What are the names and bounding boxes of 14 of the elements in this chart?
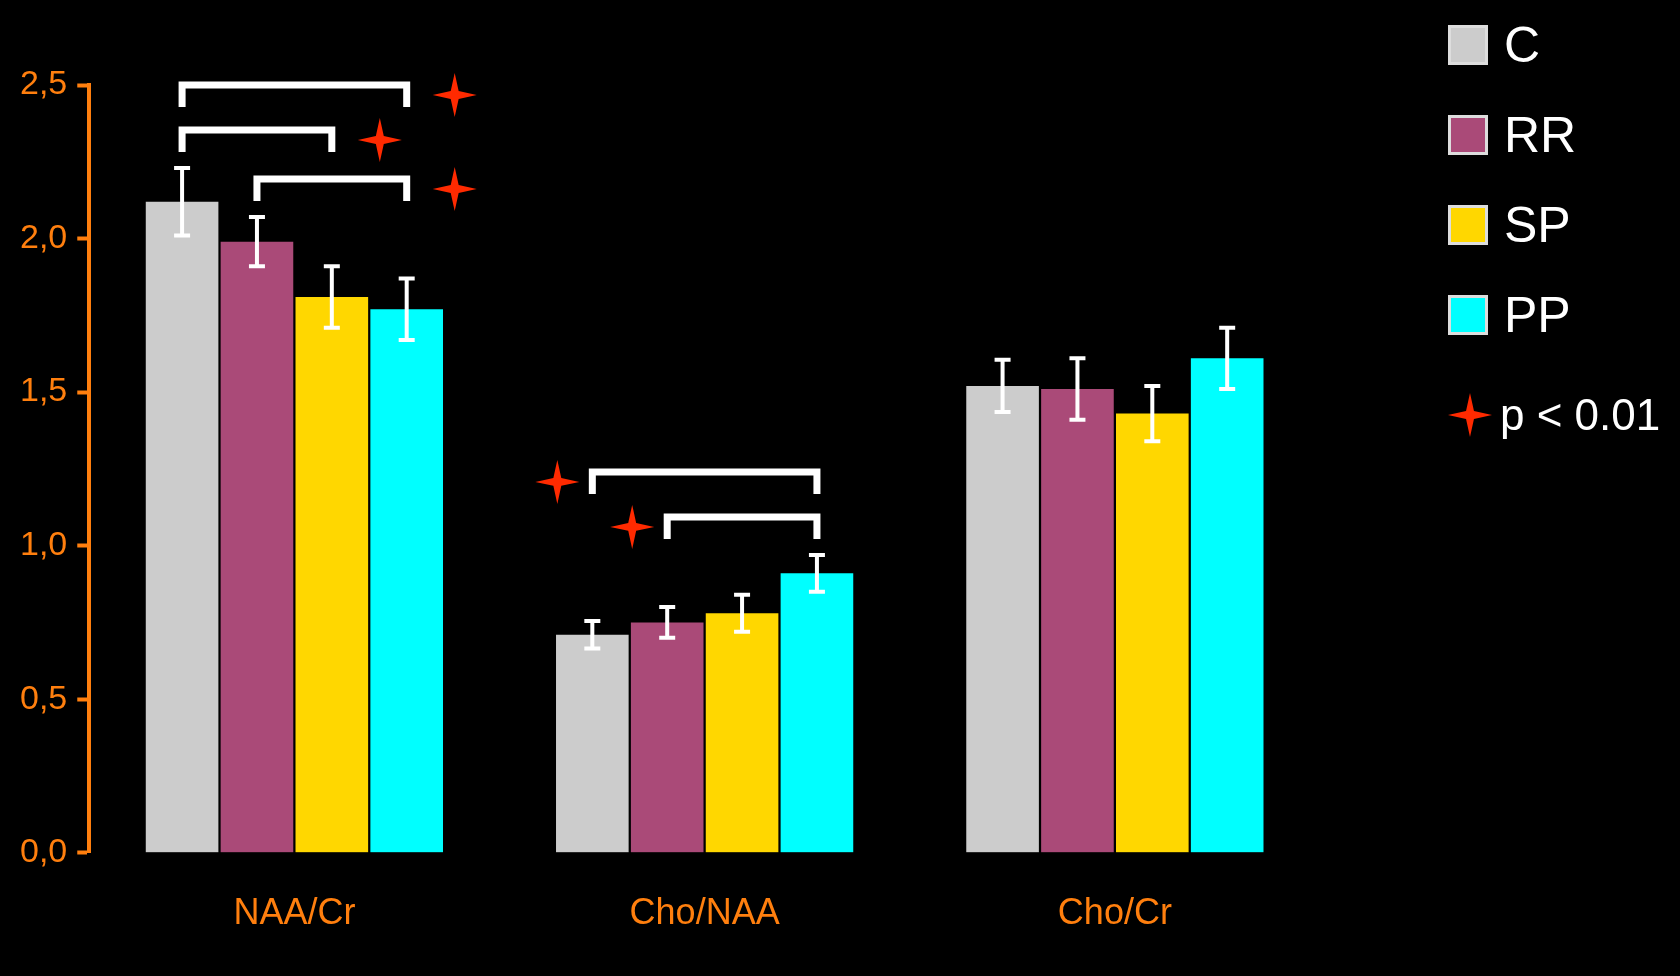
legend-label: PP (1504, 286, 1571, 344)
legend-label: C (1504, 16, 1541, 74)
text: p < 0.01 (1500, 390, 1661, 440)
y-tick-label: 0,0 (20, 831, 68, 870)
y-tick-label: 1,5 (20, 370, 68, 409)
x-tick-label: Cho/NAA (629, 891, 780, 933)
legend-label: SP (1504, 196, 1571, 254)
y-tick-label: 1,0 (20, 524, 68, 563)
y-tick-label: 2,5 (20, 63, 68, 102)
x-tick-label: Cho/Cr (1057, 891, 1172, 933)
y-tick-label: 2,0 (20, 216, 68, 255)
x-tick-label: NAA/Cr (233, 891, 356, 933)
legend-label: RR (1504, 106, 1577, 164)
y-tick-label: 0,5 (20, 677, 68, 716)
